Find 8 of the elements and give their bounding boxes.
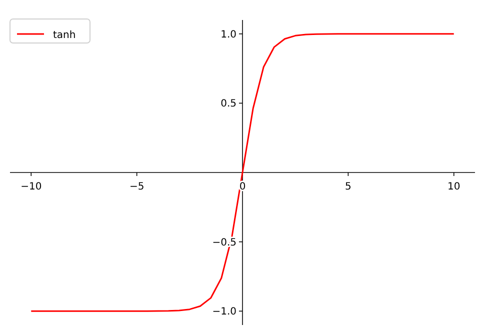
x-tick-label: −10 xyxy=(20,182,42,192)
x-tick-label: −5 xyxy=(129,182,144,192)
legend-label: tanh xyxy=(53,30,76,41)
y-tick-label: 1.0 xyxy=(220,29,236,40)
x-tick-label: 5 xyxy=(344,182,352,192)
y-tick-label: 0.5 xyxy=(220,98,236,110)
y-tick-label: −1.0 xyxy=(212,306,236,318)
x-tick-label: 10 xyxy=(447,182,460,192)
